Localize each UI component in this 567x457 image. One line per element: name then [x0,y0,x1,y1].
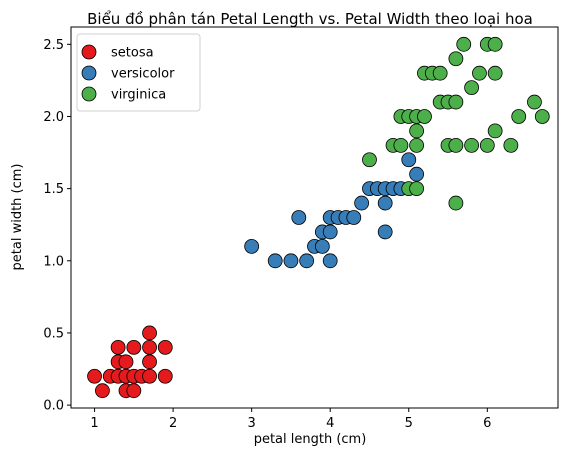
y-tick-label: 0.0 [43,399,64,414]
point-versicolor-8 [322,253,338,269]
point-virginica-0 [362,152,377,168]
point-setosa-8 [118,354,134,370]
point-setosa-11 [126,339,142,355]
point-setosa-13 [142,368,157,384]
point-versicolor-6 [314,238,330,254]
x-tick-label: 3 [248,416,256,431]
point-virginica-13 [432,65,448,81]
point-versicolor-4 [299,253,315,269]
legend-label-virginica: virginica [111,88,166,103]
point-setosa-17 [157,368,173,384]
point-virginica-8 [409,123,425,139]
point-versicolor-23 [409,166,425,182]
point-versicolor-18 [377,195,393,211]
point-virginica-28 [487,65,503,81]
point-versicolor-22 [401,152,417,168]
y-tick-label: 2.0 [43,110,64,125]
point-virginica-18 [448,195,464,211]
point-virginica-19 [448,94,464,110]
point-virginica-17 [448,137,464,153]
legend-marker-virginica [81,86,97,102]
point-virginica-31 [511,109,527,124]
point-virginica-6 [409,181,425,197]
point-virginica-27 [487,123,503,139]
x-tick-label: 1 [90,416,98,431]
point-virginica-20 [448,51,464,67]
y-tick-label: 2.5 [43,38,64,53]
y-axis-label: petal width (cm) [10,164,25,271]
point-setosa-18 [157,339,173,355]
point-setosa-14 [142,354,157,370]
point-versicolor-3 [291,210,307,225]
point-setosa-9 [126,383,142,399]
x-tick-label: 4 [326,416,334,431]
chart-title: Biểu đồ phân tán Petal Length vs. Petal … [87,10,533,28]
point-versicolor-9 [322,224,338,240]
legend: setosa versicolor virginica [76,33,201,112]
point-virginica-23 [464,80,480,96]
point-virginica-25 [479,137,495,153]
legend-marker-setosa [81,44,97,60]
point-versicolor-17 [377,224,393,240]
point-versicolor-0 [244,238,260,254]
point-virginica-7 [409,137,425,153]
point-versicolor-13 [346,210,362,225]
point-virginica-30 [503,137,519,153]
x-tick-label: 2 [169,416,177,431]
point-setosa-1 [95,383,110,399]
point-setosa-0 [87,368,102,384]
y-tick-label: 0.5 [43,326,64,341]
point-virginica-33 [534,109,550,124]
legend-marker-versicolor [81,65,97,81]
x-tick-label: 5 [405,416,413,431]
point-virginica-21 [456,36,472,52]
x-axis-ticks: 1 2 3 4 5 6 [90,408,491,431]
point-setosa-16 [142,325,157,341]
point-versicolor-14 [354,195,370,211]
y-tick-label: 1.5 [43,182,64,197]
point-virginica-29 [487,36,503,52]
point-virginica-24 [472,65,487,81]
points-layer [87,36,550,399]
plot-frame [70,26,559,409]
legend-box [76,33,201,112]
x-axis-label: petal length (cm) [254,432,367,447]
x-tick-label: 6 [483,416,491,431]
point-setosa-15 [142,339,157,355]
y-axis-ticks: 0.0 0.5 1.0 1.5 2.0 2.5 [43,38,71,414]
point-virginica-22 [464,137,480,153]
point-versicolor-1 [267,253,283,269]
point-virginica-10 [417,109,432,124]
legend-label-versicolor: versicolor [111,67,175,82]
point-versicolor-2 [283,253,299,269]
y-tick-label: 1.0 [43,254,64,269]
point-virginica-2 [393,137,409,153]
legend-label-setosa: setosa [111,46,154,61]
point-virginica-32 [527,94,542,110]
point-setosa-5 [110,339,126,355]
